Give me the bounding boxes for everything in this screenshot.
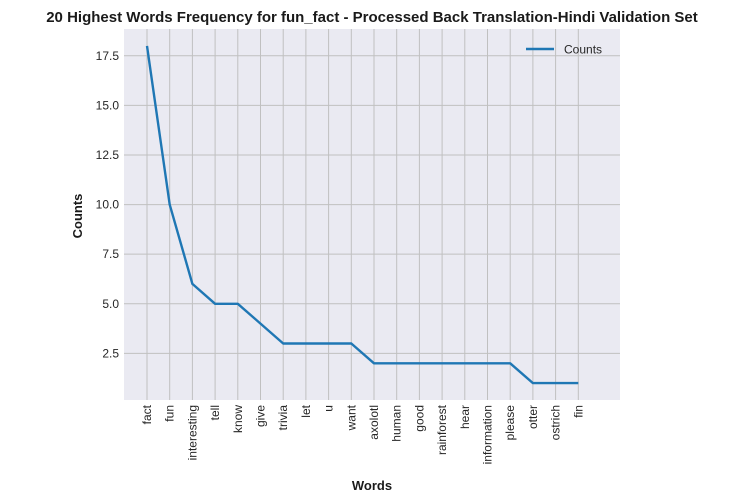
x-axis-label: Words bbox=[352, 478, 392, 493]
x-tick-label: give bbox=[254, 405, 268, 427]
series-line-counts bbox=[145, 45, 579, 385]
x-tick-label: good bbox=[412, 405, 426, 432]
x-tick-label: rainforest bbox=[435, 404, 449, 455]
x-tick-label: fun bbox=[163, 405, 177, 422]
x-tick-label: trivia bbox=[276, 405, 290, 431]
x-tick-label: hear bbox=[458, 405, 472, 429]
plot-area bbox=[124, 29, 620, 400]
legend: Counts bbox=[526, 43, 602, 57]
x-tick-label: otter bbox=[526, 405, 540, 429]
x-tick-label: information bbox=[481, 405, 495, 464]
y-tick-label: 17.5 bbox=[96, 49, 120, 63]
y-tick-label: 10.0 bbox=[96, 198, 120, 212]
x-tick-label: want bbox=[344, 404, 358, 431]
x-tick-label: interesting bbox=[185, 405, 199, 460]
x-tick-label: human bbox=[390, 405, 404, 442]
y-tick-label: 12.5 bbox=[96, 148, 120, 162]
x-tick-label: fin bbox=[571, 405, 585, 418]
x-tick-label: u bbox=[322, 405, 336, 412]
y-tick-label: 15.0 bbox=[96, 98, 120, 112]
x-tick-label: fact bbox=[140, 404, 154, 424]
y-tick-label: 5.0 bbox=[102, 297, 119, 311]
x-tick-label: tell bbox=[208, 405, 222, 420]
x-tick-label: ostrich bbox=[549, 405, 563, 440]
grid-lines bbox=[124, 29, 620, 400]
x-tick-label: please bbox=[503, 405, 517, 441]
legend-label-counts: Counts bbox=[564, 43, 602, 57]
x-tick-label: know bbox=[231, 405, 245, 433]
x-axis-ticks: fact fun interesting tell know give trivia let u… bbox=[140, 404, 585, 464]
y-tick-label: 7.5 bbox=[102, 247, 119, 261]
x-tick-label: let bbox=[299, 404, 313, 417]
y-tick-label: 2.5 bbox=[102, 346, 119, 360]
y-axis-label: Counts bbox=[70, 194, 85, 239]
x-tick-label: axolotl bbox=[367, 405, 381, 440]
y-axis-ticks: 2.5 5.0 7.5 10.0 12.5 15.0 17.5 bbox=[96, 49, 120, 361]
chart-title: 20 Highest Words Frequency for fun_fact … bbox=[46, 9, 698, 26]
